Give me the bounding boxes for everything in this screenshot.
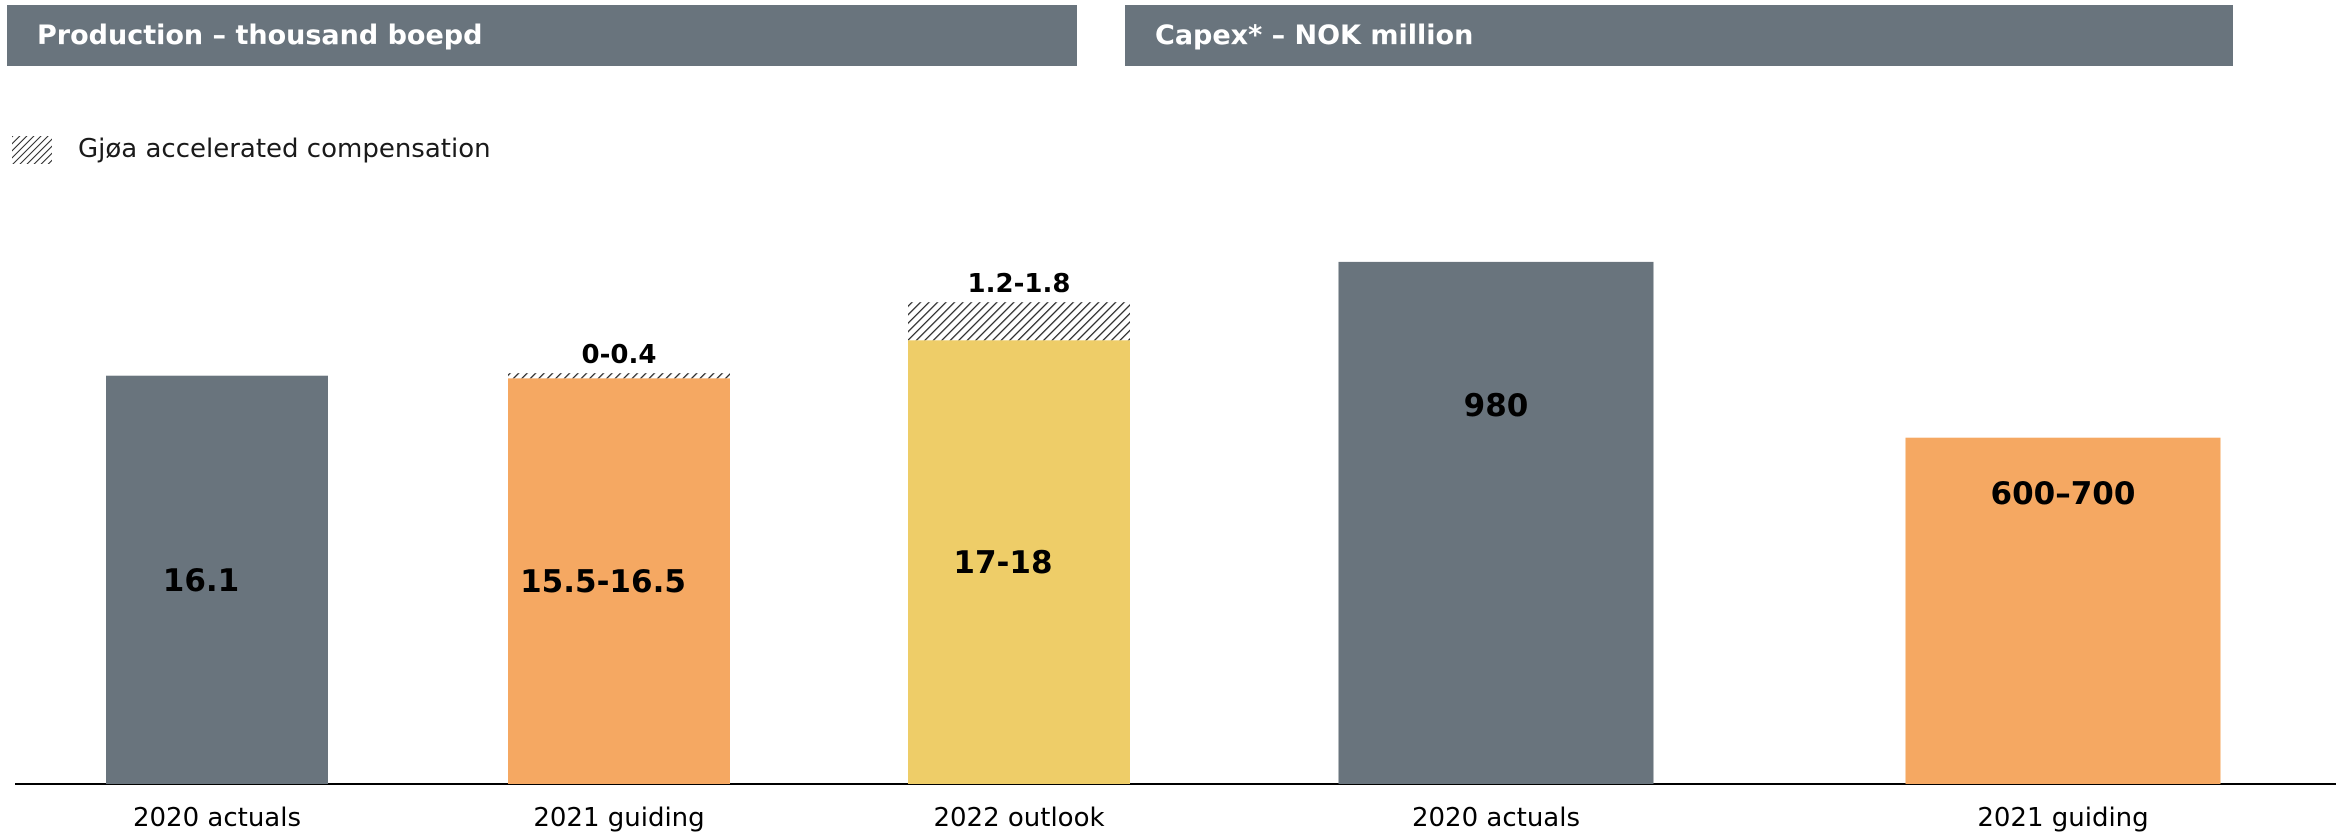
x-tick-label: 2020 actuals xyxy=(1412,803,1580,833)
bar-value-label: 17-18 xyxy=(953,545,1052,581)
hatched-pattern-icon xyxy=(12,136,52,164)
capex-bar xyxy=(1338,261,1654,785)
x-tick-label: 2021 guiding xyxy=(1977,803,2148,833)
x-tick-label: 2021 guiding xyxy=(533,803,704,833)
x-tick-label: 2020 actuals xyxy=(133,803,301,833)
capex-chart-title: Capex* – NOK million xyxy=(1125,5,2233,66)
production-bar xyxy=(508,378,730,784)
gjoa-compensation-segment xyxy=(908,302,1130,341)
bar-value-label: 16.1 xyxy=(163,563,240,599)
production-bar xyxy=(106,375,328,784)
bar-value-label: 980 xyxy=(1464,388,1529,424)
gjoa-compensation-segment xyxy=(508,373,730,379)
production-chart-title: Production – thousand boepd xyxy=(7,5,1077,66)
bar-value-label: 600–700 xyxy=(1991,476,2136,512)
production-bar xyxy=(908,340,1130,784)
compensation-value-label: 0-0.4 xyxy=(582,340,657,370)
legend-label: Gjøa accelerated compensation xyxy=(78,134,491,164)
bar-value-label: 15.5-16.5 xyxy=(520,564,686,600)
x-tick-label: 2022 outlook xyxy=(933,803,1104,833)
compensation-value-label: 1.2-1.8 xyxy=(968,269,1071,299)
capex-bar xyxy=(1905,437,2221,784)
